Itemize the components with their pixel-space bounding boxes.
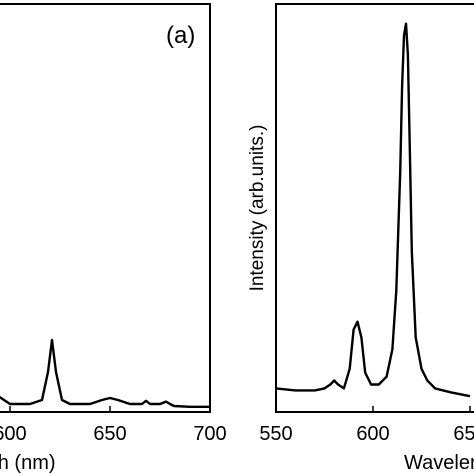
panel-b-x-tick-label: 600	[356, 423, 389, 445]
panel-b-spectrum-line	[275, 22, 471, 398]
panel-a-x-tick-label: 600	[0, 423, 27, 445]
panel-a-spectrum-line	[0, 338, 210, 408]
panel-b-chart: 550 600 650 Intensity (arb.units.) Wavelen…	[247, 3, 474, 474]
panel-b-x-ticks: 550 600 650	[259, 406, 474, 445]
panel-b-x-tick-label: 550	[259, 423, 292, 445]
panel-a-x-tick-label: 700	[193, 423, 226, 445]
panel-a-x-tick-label: 650	[93, 423, 126, 445]
panel-a-frame	[0, 3, 211, 413]
panel-b-y-axis-label: Intensity (arb.units.)	[247, 125, 268, 292]
panel-b-frame	[275, 3, 474, 413]
panel-a-label: (a)	[166, 22, 195, 49]
panel-b-x-axis-label: Wavelength (nm)	[404, 452, 474, 474]
panel-a-x-axis-label: Wavelength (nm)	[0, 452, 56, 474]
panel-b-x-tick-label: 650	[453, 423, 474, 445]
panel-a-chart: (a) 600 650 700 Wavelength (nm)	[0, 3, 227, 474]
panel-a-x-ticks: 600 650 700	[0, 406, 227, 445]
